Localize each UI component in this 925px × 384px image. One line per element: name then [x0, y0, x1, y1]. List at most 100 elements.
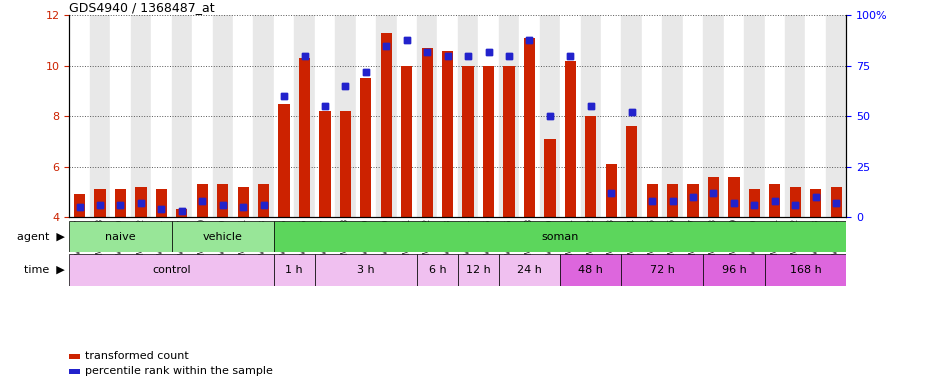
Bar — [765, 15, 785, 217]
Bar — [728, 177, 739, 217]
Text: vehicle: vehicle — [203, 232, 242, 242]
Bar — [401, 66, 413, 217]
Point — [400, 36, 414, 43]
Point — [726, 200, 741, 206]
Bar — [376, 15, 397, 217]
Bar — [176, 209, 188, 217]
Bar — [155, 189, 167, 217]
Point — [92, 202, 107, 208]
Bar — [601, 15, 622, 217]
Point — [317, 103, 332, 109]
Point — [175, 208, 190, 214]
Bar — [810, 189, 821, 217]
Bar — [524, 38, 535, 217]
Bar — [314, 254, 417, 286]
Bar — [417, 254, 458, 286]
Point — [195, 198, 210, 204]
Point — [501, 53, 516, 59]
Text: percentile rank within the sample: percentile rank within the sample — [85, 366, 273, 376]
Bar — [74, 194, 85, 217]
Point — [747, 202, 762, 208]
Point — [808, 194, 823, 200]
Bar — [810, 189, 821, 217]
Text: 6 h: 6 h — [428, 265, 446, 275]
Text: 1 h: 1 h — [286, 265, 303, 275]
Text: 72 h: 72 h — [650, 265, 674, 275]
Point — [747, 202, 762, 208]
Bar — [69, 15, 90, 217]
Bar — [748, 189, 760, 217]
Bar — [687, 184, 698, 217]
Point — [400, 36, 414, 43]
Point — [604, 190, 619, 196]
Bar — [172, 15, 192, 217]
Text: agent  ▶: agent ▶ — [17, 232, 65, 242]
Bar — [442, 51, 453, 217]
Point — [563, 53, 578, 59]
Bar — [110, 15, 130, 217]
Bar — [294, 15, 314, 217]
Bar — [831, 187, 842, 217]
Text: 96 h: 96 h — [722, 265, 746, 275]
Bar — [647, 184, 658, 217]
Bar — [581, 15, 601, 217]
Bar — [626, 126, 637, 217]
Bar — [687, 184, 698, 217]
Bar — [790, 187, 801, 217]
Point — [256, 202, 271, 208]
Bar — [503, 66, 514, 217]
Bar — [499, 254, 561, 286]
Point — [277, 93, 291, 99]
Point — [92, 202, 107, 208]
Point — [72, 204, 87, 210]
Point — [624, 109, 639, 115]
Bar — [299, 58, 310, 217]
Bar — [765, 254, 846, 286]
Point — [420, 49, 435, 55]
Point — [133, 200, 148, 206]
Point — [645, 198, 660, 204]
Bar — [561, 15, 581, 217]
Bar — [335, 15, 355, 217]
Bar — [74, 194, 85, 217]
Point — [768, 198, 783, 204]
Bar — [770, 184, 781, 217]
Point — [522, 36, 536, 43]
Bar — [417, 15, 438, 217]
Bar — [524, 38, 535, 217]
Bar — [544, 139, 556, 217]
Bar — [748, 189, 760, 217]
Point — [788, 202, 803, 208]
Point — [72, 204, 87, 210]
Text: control: control — [153, 265, 191, 275]
Bar — [422, 48, 433, 217]
Point — [236, 204, 251, 210]
Text: transformed count: transformed count — [85, 351, 189, 361]
Bar — [462, 66, 474, 217]
Point — [297, 53, 312, 59]
Bar — [360, 78, 372, 217]
Bar — [253, 15, 274, 217]
Point — [522, 36, 536, 43]
Point — [542, 113, 557, 119]
Point — [665, 198, 680, 204]
Point — [113, 202, 128, 208]
Point — [645, 198, 660, 204]
Bar — [622, 254, 703, 286]
Bar — [233, 15, 253, 217]
Bar — [115, 189, 126, 217]
Bar — [703, 15, 723, 217]
Bar — [151, 15, 172, 217]
Bar — [217, 184, 228, 217]
Point — [604, 190, 619, 196]
Point — [461, 53, 475, 59]
Bar — [826, 15, 846, 217]
Bar — [135, 187, 146, 217]
Bar — [708, 177, 719, 217]
Bar — [135, 187, 146, 217]
Bar — [806, 15, 826, 217]
Bar — [539, 15, 561, 217]
Bar — [831, 187, 842, 217]
Point — [624, 109, 639, 115]
Bar — [238, 187, 249, 217]
